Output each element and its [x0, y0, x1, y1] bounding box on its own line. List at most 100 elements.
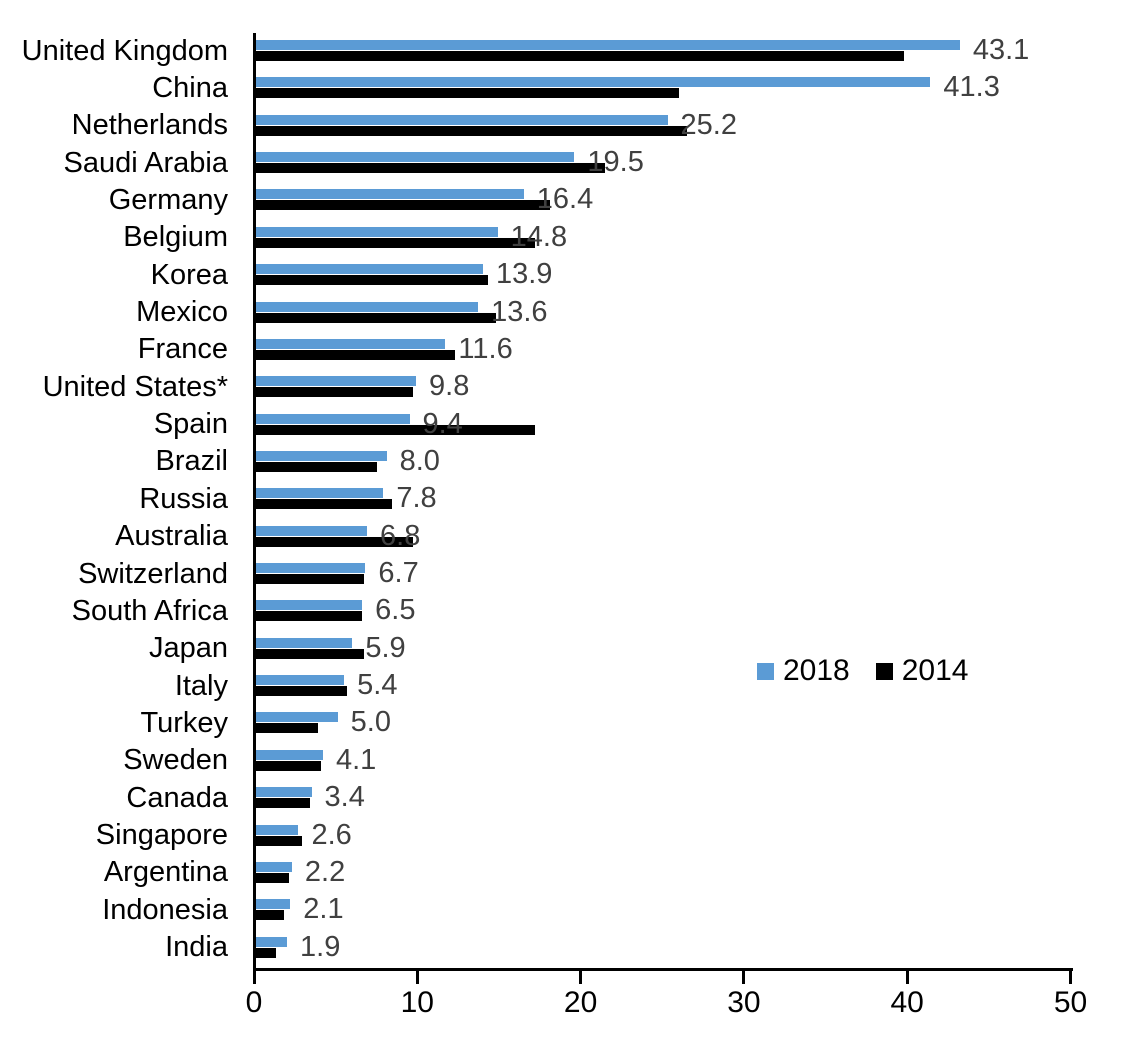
value-label-spain: 9.4 — [422, 407, 463, 440]
category-label-spain: Spain — [153, 408, 228, 441]
bar-2014-belgium — [256, 237, 536, 248]
value-label-sweden: 4.1 — [335, 743, 377, 776]
bar-2018-spain — [256, 413, 410, 424]
bar-2014-turkey — [256, 723, 319, 734]
bar-2018-sweden — [256, 749, 323, 760]
bar-2018-united-states — [256, 376, 417, 387]
bar-2014-china — [256, 88, 679, 99]
bar-2014-united-kingdom — [256, 51, 905, 61]
bar-2018-belgium — [256, 226, 498, 237]
bar-2018-germany — [256, 189, 524, 200]
value-label-france: 11.6 — [458, 332, 513, 365]
x-tick-label-10: 10 — [400, 986, 434, 1019]
bar-2014-korea — [256, 275, 488, 286]
bar-2018-turkey — [256, 712, 338, 723]
x-tick-mark-30 — [742, 969, 746, 984]
category-label-netherlands: Netherlands — [71, 109, 228, 142]
value-label-belgium: 14.8 — [510, 220, 568, 253]
category-label-indonesia: Indonesia — [102, 893, 228, 926]
category-label-singapore: Singapore — [95, 819, 228, 852]
x-tick-label-0: 0 — [245, 986, 263, 1019]
category-label-germany: Germany — [108, 183, 228, 216]
x-tick-mark-50 — [1069, 969, 1072, 984]
bar-2018-switzerland — [256, 563, 366, 574]
value-label-united-states: 9.8 — [429, 370, 470, 403]
value-label-brazil: 8.0 — [399, 444, 440, 477]
value-label-united-kingdom: 43.1 — [972, 34, 1030, 66]
x-tick-mark-0 — [252, 969, 256, 984]
value-label-turkey: 5.0 — [350, 706, 391, 739]
value-label-india: 1.9 — [300, 930, 341, 963]
bar-2018-south-africa — [256, 600, 363, 611]
bar-2014-netherlands — [256, 125, 688, 136]
bar-2014-italy — [256, 686, 348, 697]
category-label-united-states: United States* — [42, 370, 228, 403]
category-label-mexico: Mexico — [136, 296, 228, 329]
legend-item-2018: 2018 — [757, 656, 850, 686]
bar-2018-netherlands — [256, 114, 668, 125]
category-label-united-kingdom: United Kingdom — [21, 34, 228, 67]
category-label-china: China — [152, 71, 228, 104]
bar-2014-south-africa — [256, 611, 363, 622]
bar-2018-singapore — [256, 824, 299, 835]
bar-2018-china — [256, 77, 931, 88]
category-label-argentina: Argentina — [103, 856, 228, 889]
x-tick-label-50: 50 — [1053, 986, 1088, 1019]
legend-label-2018: 2018 — [783, 654, 850, 687]
value-label-korea: 13.9 — [495, 258, 553, 291]
bar-2014-sweden — [256, 760, 322, 771]
value-label-south-africa: 6.5 — [375, 594, 416, 627]
bar-2014-united-states — [256, 387, 413, 398]
x-tick-label-40: 40 — [890, 986, 924, 1019]
category-label-france: France — [137, 333, 228, 366]
bar-2018-japan — [256, 637, 353, 648]
bar-2014-canada — [256, 798, 310, 809]
bar-2014-japan — [256, 648, 364, 659]
bar-2018-mexico — [256, 301, 479, 312]
category-label-canada: Canada — [126, 781, 228, 814]
bar-2014-india — [256, 947, 276, 958]
bar-2014-russia — [256, 499, 392, 510]
value-label-italy: 5.4 — [357, 669, 398, 702]
value-label-australia: 6.8 — [380, 519, 421, 552]
legend-swatch-2014-icon — [875, 662, 893, 680]
bar-2018-indonesia — [256, 899, 291, 910]
value-label-netherlands: 25.2 — [680, 108, 737, 141]
value-label-switzerland: 6.7 — [378, 557, 419, 590]
legend-item-2014: 2014 — [875, 656, 969, 686]
category-label-india: India — [165, 931, 228, 964]
legend-swatch-2018-icon — [757, 662, 774, 680]
bar-2014-argentina — [256, 872, 289, 883]
category-label-japan: Japan — [148, 632, 228, 665]
legend: 2018 2014 — [757, 656, 969, 686]
bar-2014-saudi-arabia — [256, 163, 606, 174]
bar-2018-france — [256, 338, 446, 349]
bar-2014-singapore — [256, 835, 302, 846]
y-axis — [253, 33, 256, 971]
value-label-japan: 5.9 — [365, 631, 406, 664]
category-label-italy: Italy — [174, 669, 228, 702]
value-label-argentina: 2.2 — [304, 855, 346, 888]
value-label-singapore: 2.6 — [311, 818, 352, 851]
bar-2018-united-kingdom — [256, 40, 960, 50]
category-label-turkey: Turkey — [140, 706, 228, 739]
value-label-canada: 3.4 — [324, 781, 365, 814]
category-label-saudi-arabia: Saudi Arabia — [63, 146, 228, 179]
bar-2014-spain — [256, 424, 536, 435]
category-label-russia: Russia — [139, 482, 228, 515]
value-label-indonesia: 2.1 — [303, 893, 344, 926]
bar-2018-korea — [256, 264, 483, 275]
bar-2014-mexico — [256, 312, 497, 323]
value-label-russia: 7.8 — [396, 482, 437, 515]
x-axis — [253, 968, 1073, 971]
bar-2018-saudi-arabia — [256, 152, 575, 163]
category-label-sweden: Sweden — [123, 744, 228, 777]
bar-2018-argentina — [256, 861, 292, 872]
bar-2018-brazil — [256, 450, 387, 461]
bar-2014-switzerland — [256, 574, 364, 585]
value-label-china: 41.3 — [943, 71, 1000, 104]
bar-2014-brazil — [256, 461, 377, 472]
bar-2018-russia — [256, 488, 384, 499]
bar-2014-germany — [256, 200, 550, 211]
category-label-belgium: Belgium — [123, 221, 228, 254]
